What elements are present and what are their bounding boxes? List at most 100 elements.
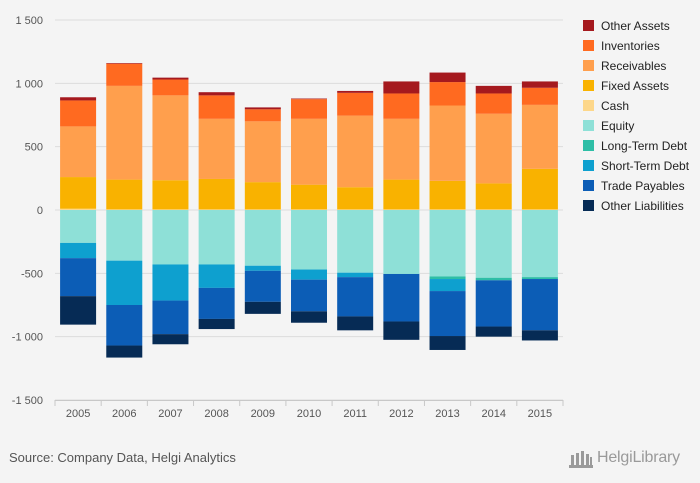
bar-segment-other-liabilities bbox=[152, 334, 189, 345]
bar-segment-equity bbox=[152, 210, 189, 265]
bar-segment-fixed-assets bbox=[106, 179, 143, 210]
legend-label: Inventories bbox=[601, 39, 660, 53]
legend-label: Other Liabilities bbox=[601, 199, 684, 213]
bar-segment-short-term-debt bbox=[60, 242, 97, 259]
bar-segment-cash bbox=[521, 209, 558, 210]
legend-label: Short-Term Debt bbox=[601, 159, 690, 173]
bar-segment-other-assets bbox=[60, 97, 97, 101]
bar-segment-trade-payables bbox=[244, 270, 281, 302]
bar-segment-inventories bbox=[429, 82, 466, 106]
legend-label: Long-Term Debt bbox=[601, 139, 688, 153]
bar-segment-equity bbox=[291, 210, 327, 270]
bar-segment-short-term-debt bbox=[152, 264, 189, 301]
bar-segment-inventories bbox=[521, 87, 558, 105]
bar-segment-equity bbox=[244, 210, 281, 266]
y-tick-label: -1 000 bbox=[12, 332, 43, 344]
x-tick-label: 2014 bbox=[481, 408, 505, 420]
legend-swatch bbox=[583, 200, 594, 211]
bar-segment-receivables bbox=[106, 85, 143, 180]
bar-segment-other-assets bbox=[337, 90, 374, 93]
legend-swatch bbox=[583, 20, 594, 31]
bar-segment-fixed-assets bbox=[152, 180, 189, 210]
bar-segment-fixed-assets bbox=[337, 187, 374, 210]
bar-segment-receivables bbox=[429, 105, 466, 181]
bar-segment-cash bbox=[152, 209, 189, 210]
bar-segment-other-assets bbox=[152, 77, 189, 80]
source-note: Source: Company Data, Helgi Analytics bbox=[9, 450, 236, 465]
bar-segment-cash bbox=[291, 209, 327, 210]
bar-segment-other-assets bbox=[106, 63, 143, 64]
bar-segment-fixed-assets bbox=[198, 178, 235, 210]
x-tick-label: 2010 bbox=[297, 408, 321, 420]
bar-segment-other-liabilities bbox=[60, 296, 97, 325]
bar-segment-inventories bbox=[152, 79, 189, 96]
bar-segment-other-assets bbox=[198, 92, 235, 96]
bar-segment-equity bbox=[429, 210, 466, 277]
y-tick-label: -500 bbox=[21, 268, 43, 280]
bar-segment-inventories bbox=[198, 95, 235, 119]
x-tick-label: 2011 bbox=[343, 408, 367, 420]
bar-segment-equity bbox=[106, 210, 143, 261]
bar-segment-receivables bbox=[60, 126, 97, 178]
legend-label: Trade Payables bbox=[601, 179, 685, 193]
bar-segment-cash bbox=[475, 209, 512, 210]
bar-segment-trade-payables bbox=[60, 258, 97, 297]
bar-segment-inventories bbox=[291, 99, 327, 119]
bar-segment-other-assets bbox=[521, 81, 558, 88]
x-tick-label: 2006 bbox=[112, 408, 136, 420]
bar-segment-inventories bbox=[60, 100, 97, 127]
bar-segment-long-term-debt bbox=[429, 276, 466, 280]
x-tick-label: 2015 bbox=[528, 408, 552, 420]
bar-segment-other-assets bbox=[383, 81, 420, 94]
bar-segment-other-liabilities bbox=[521, 330, 558, 341]
bar-segment-receivables bbox=[152, 95, 189, 181]
bar-segment-short-term-debt bbox=[337, 272, 374, 278]
bar-segment-trade-payables bbox=[337, 277, 374, 317]
bar-segment-cash bbox=[106, 209, 143, 210]
bar-segment-other-assets bbox=[429, 72, 466, 83]
bar-segment-trade-payables bbox=[475, 280, 512, 327]
bar-segment-long-term-debt bbox=[475, 277, 512, 281]
bar-segment-cash bbox=[383, 209, 420, 210]
bar-segment-fixed-assets bbox=[383, 179, 420, 210]
legend-swatch bbox=[583, 100, 594, 111]
legend-label: Fixed Assets bbox=[601, 79, 669, 93]
legend-swatch bbox=[583, 160, 594, 171]
legend-swatch bbox=[583, 120, 594, 131]
bar-segment-fixed-assets bbox=[60, 177, 97, 209]
bar-segment-trade-payables bbox=[521, 279, 558, 331]
bar-segment-trade-payables bbox=[429, 291, 466, 337]
bar-segment-receivables bbox=[198, 118, 235, 179]
bar-segment-other-liabilities bbox=[291, 311, 327, 323]
logo-text: HelgiLibrary bbox=[597, 449, 680, 466]
bar-segment-short-term-debt bbox=[198, 264, 235, 288]
bar-segment-short-term-debt bbox=[429, 279, 466, 292]
bar-segment-other-liabilities bbox=[198, 318, 235, 330]
bar-segment-equity bbox=[475, 210, 512, 278]
bar-segment-other-liabilities bbox=[383, 321, 420, 340]
x-tick-label: 2008 bbox=[204, 408, 228, 420]
bar-segment-fixed-assets bbox=[475, 183, 512, 210]
bar-segment-trade-payables bbox=[383, 273, 420, 322]
bar-segment-other-liabilities bbox=[244, 301, 281, 314]
legend-swatch bbox=[583, 40, 594, 51]
bar-segment-cash bbox=[198, 209, 235, 210]
bar-segment-other-liabilities bbox=[475, 326, 512, 337]
bar-segment-equity bbox=[383, 210, 420, 274]
bar-segment-equity bbox=[521, 210, 558, 278]
bar-segment-long-term-debt bbox=[521, 277, 558, 280]
x-tick-label: 2007 bbox=[158, 408, 182, 420]
bar-segment-other-liabilities bbox=[337, 316, 374, 331]
legend-label: Receivables bbox=[601, 59, 666, 73]
bar-segment-trade-payables bbox=[152, 300, 189, 335]
bar-segment-receivables bbox=[244, 121, 281, 183]
legend-label: Other Assets bbox=[601, 19, 670, 33]
legend-swatch bbox=[583, 140, 594, 151]
bar-segment-trade-payables bbox=[106, 305, 143, 346]
y-tick-label: 500 bbox=[25, 142, 43, 154]
legend-swatch bbox=[583, 180, 594, 191]
y-tick-label: 1 500 bbox=[15, 15, 43, 27]
bar-segment-other-assets bbox=[244, 107, 281, 110]
y-tick-label: 0 bbox=[37, 205, 43, 217]
